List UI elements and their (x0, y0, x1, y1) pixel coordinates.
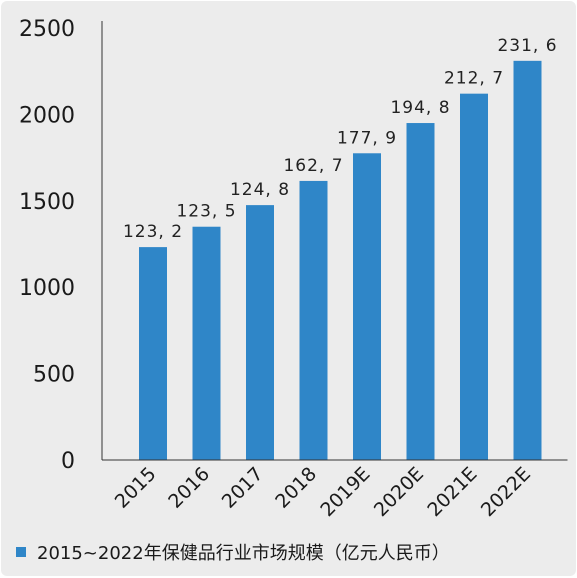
x-tick-label: 2020E (370, 463, 428, 521)
x-tick-label: 2021E (423, 463, 481, 521)
x-tick-label: 2017 (218, 463, 268, 513)
bar (246, 205, 274, 460)
y-tick-label: 1500 (19, 190, 75, 215)
x-tick-label: 2016 (164, 463, 214, 513)
x-tick-label: 2022E (477, 463, 535, 521)
y-axis: 0 500 1000 1500 2000 2500 (19, 17, 103, 474)
x-tick-label: 2019E (316, 463, 374, 521)
bar (299, 180, 328, 461)
y-tick-label: 500 (33, 363, 75, 388)
data-label: 124, 8 (230, 180, 290, 200)
x-tick-label: 2015 (111, 463, 161, 513)
y-tick-label: 0 (61, 449, 75, 474)
x-tick-label: 2018 (271, 463, 321, 513)
data-label: 123, 5 (176, 202, 236, 222)
bars (139, 60, 542, 461)
bar (353, 153, 381, 460)
data-label: 231, 6 (497, 36, 557, 56)
y-tick-label: 2000 (19, 103, 75, 128)
legend-label: 2015~2022年保健品行业市场规模（亿元人民币） (37, 543, 450, 564)
data-label: 212, 7 (444, 69, 504, 89)
legend: 2015~2022年保健品行业市场规模（亿元人民币） (16, 543, 450, 564)
bar (513, 60, 542, 460)
data-label: 123, 2 (123, 222, 183, 242)
data-label: 162, 7 (283, 156, 343, 176)
bar (460, 93, 488, 460)
bar (406, 123, 435, 460)
y-tick-label: 1000 (19, 276, 75, 301)
bar (139, 247, 167, 460)
legend-swatch (16, 547, 26, 557)
data-label: 194, 8 (390, 98, 450, 118)
bar (192, 226, 221, 460)
data-label: 177, 9 (337, 128, 397, 148)
y-tick-label: 2500 (19, 17, 75, 42)
